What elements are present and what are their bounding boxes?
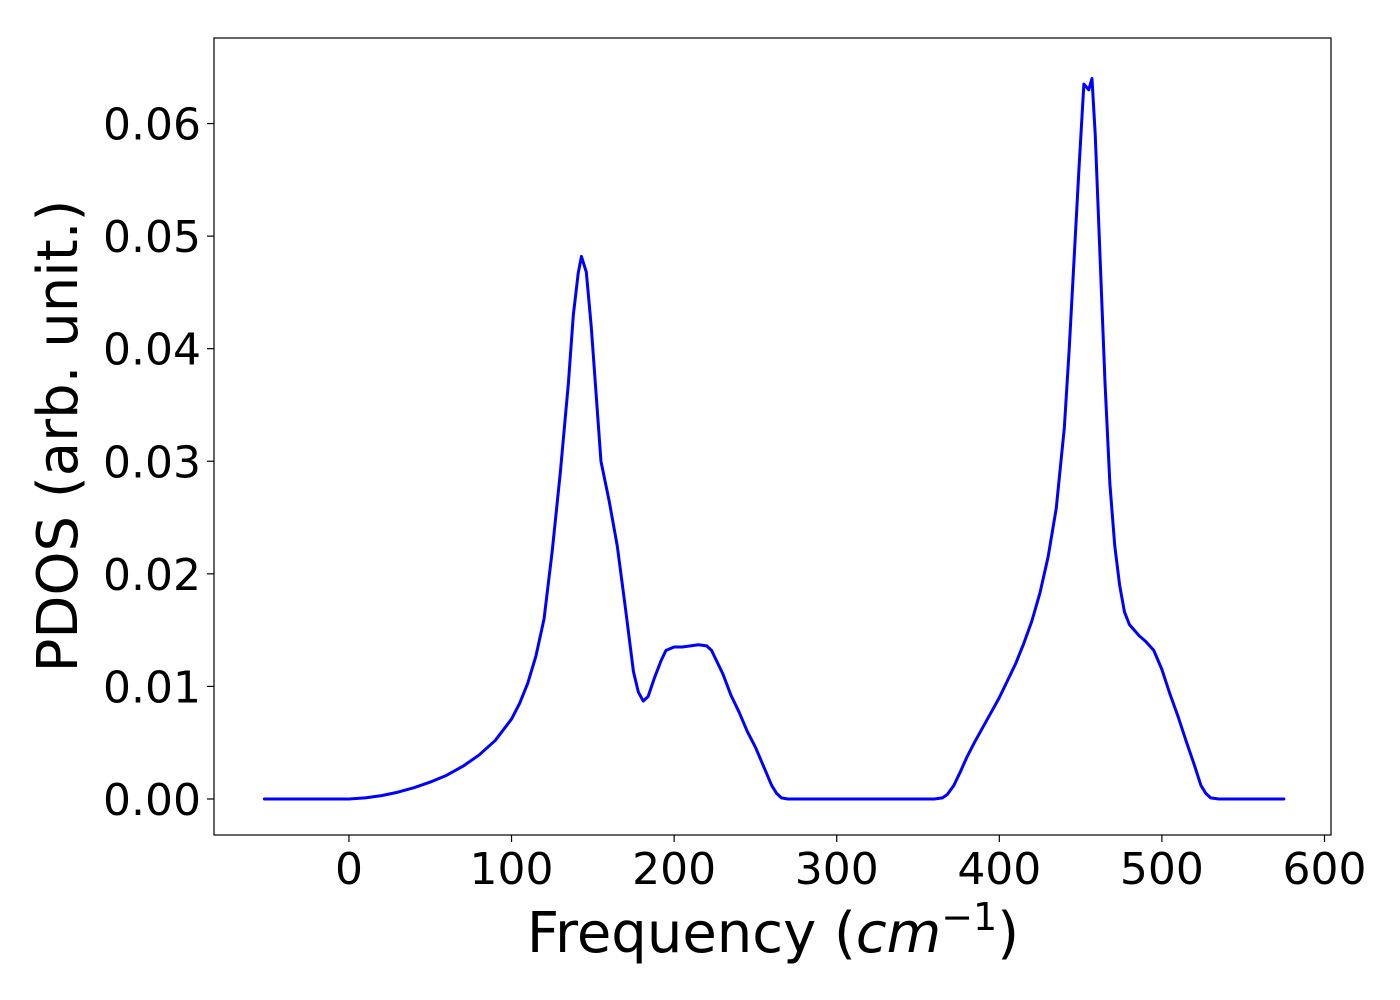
y-tick-label: 0.01 <box>103 662 201 713</box>
x-tick-label: 0 <box>335 844 363 895</box>
x-tick-label: 200 <box>632 844 716 895</box>
plot-frame <box>213 37 1332 836</box>
y-tick-label: 0.02 <box>103 550 201 601</box>
y-tick-label: 0.05 <box>103 212 201 263</box>
x-tick-label: 500 <box>1120 844 1204 895</box>
plot-area <box>213 37 1332 836</box>
y-tick-label: 0.00 <box>103 775 201 826</box>
y-axis-label: PDOS (arb. unit.) <box>26 200 91 673</box>
y-axis-ticks: 0.00 0.01 0.02 0.03 0.04 0.05 0.06 <box>103 100 214 826</box>
y-tick-label: 0.04 <box>103 325 201 376</box>
x-axis-label-unit: cm <box>856 901 941 966</box>
x-tick-label: 400 <box>957 844 1041 895</box>
series-line-0 <box>262 77 1286 801</box>
y-tick-label: 0.06 <box>103 100 201 151</box>
x-axis-ticks: 0 100 200 300 400 500 600 <box>335 835 1367 895</box>
x-tick-label: 600 <box>1283 844 1367 895</box>
x-axis-label-suffix: ) <box>997 901 1019 966</box>
x-tick-label: 100 <box>470 844 554 895</box>
x-axis-label-exponent: −1 <box>941 895 997 939</box>
x-axis-label: Frequency (cm−1) <box>527 895 1019 966</box>
y-tick-label: 0.03 <box>103 437 201 488</box>
x-tick-label: 300 <box>795 844 879 895</box>
x-axis-label-prefix: Frequency ( <box>527 901 856 966</box>
